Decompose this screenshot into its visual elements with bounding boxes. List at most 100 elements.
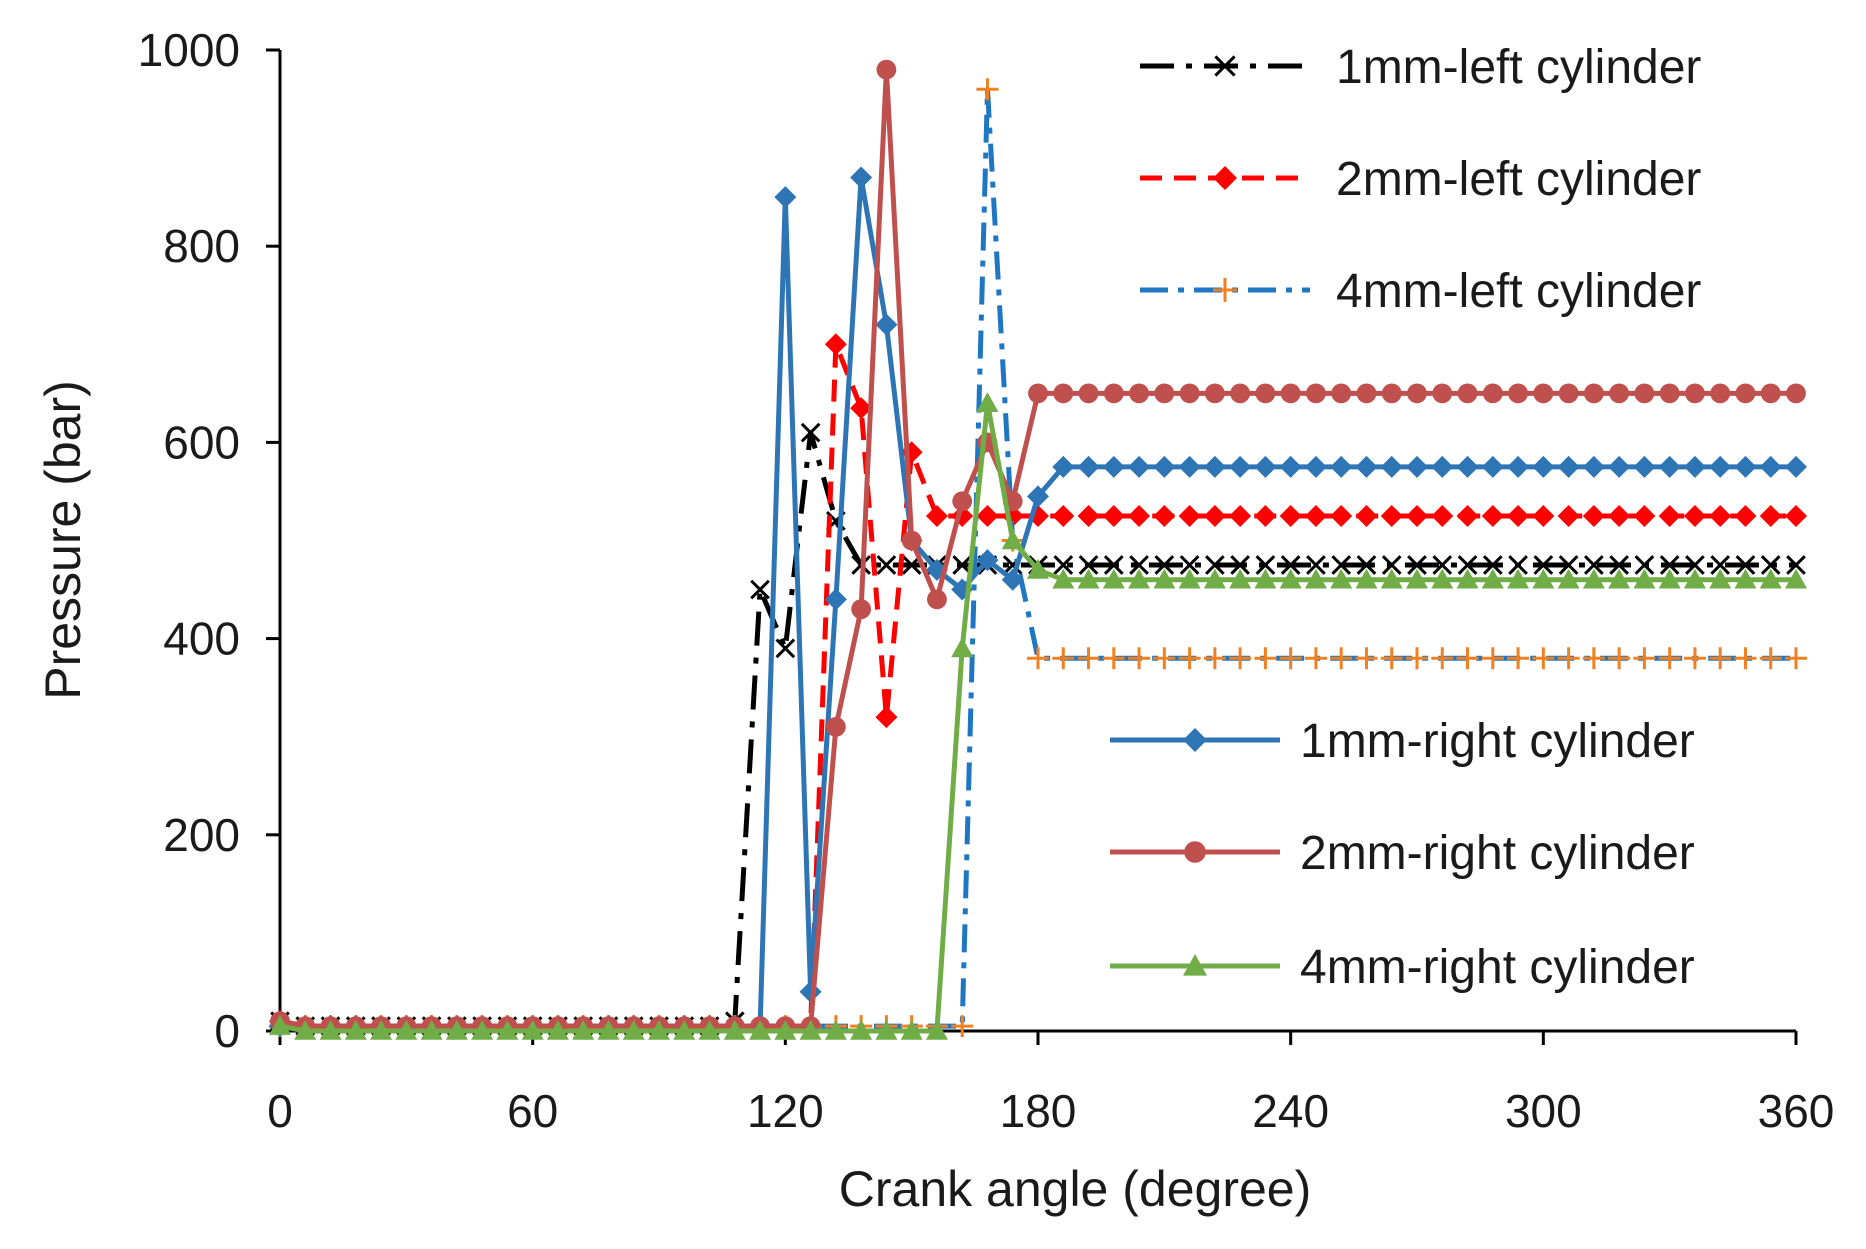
4mm-right-cylinder-point xyxy=(1027,558,1049,579)
legend-label: 1mm-right cylinder xyxy=(1300,715,1695,768)
1mm-left-cylinder-point xyxy=(775,638,796,659)
1mm-right-cylinder-point xyxy=(1709,455,1732,478)
2mm-left-cylinder-point xyxy=(824,333,847,356)
2mm-right-cylinder-point xyxy=(1609,383,1630,404)
1mm-right-cylinder-point xyxy=(1128,455,1151,478)
1mm-left-cylinder-point xyxy=(1533,555,1554,575)
1mm-right-cylinder-point xyxy=(1532,455,1555,478)
2mm-right-cylinder-point xyxy=(1129,383,1149,404)
4mm-right-cylinder-point xyxy=(723,1020,746,1040)
1mm-left-cylinder-point xyxy=(1255,555,1276,575)
4mm-left-cylinder-point xyxy=(1456,647,1479,670)
4mm-right-cylinder-point xyxy=(471,1020,494,1040)
4mm-left-cylinder-point xyxy=(1658,647,1681,670)
x-ticks: 0 60 120 180 240 300 360 xyxy=(267,1031,1834,1137)
4mm-left-cylinder-point xyxy=(1229,647,1252,670)
2mm-left-cylinder-point xyxy=(1052,504,1075,527)
4mm-right-cylinder-point xyxy=(1608,568,1631,589)
4mm-left-cylinder-point xyxy=(1431,647,1454,670)
1mm-left-cylinder-point xyxy=(1331,555,1352,575)
series-4mm-right-cylinder xyxy=(269,392,1807,1040)
2mm-right-cylinder-point xyxy=(1103,383,1124,404)
4mm-right-cylinder-point xyxy=(597,1020,620,1040)
2mm-left-cylinder-point xyxy=(1102,504,1125,527)
2mm-left-cylinder-point xyxy=(1355,504,1378,527)
4mm-left-cylinder-point xyxy=(1027,647,1049,670)
2mm-left-cylinder-point xyxy=(1128,504,1151,527)
4mm-right-cylinder-point xyxy=(445,1020,468,1040)
1mm-right-cylinder-point xyxy=(1102,455,1125,478)
4mm-right-cylinder-point xyxy=(370,1020,393,1040)
2mm-left-cylinder-point xyxy=(850,397,873,420)
4mm-left-cylinder-point xyxy=(1759,647,1782,670)
4mm-right-cylinder-point xyxy=(698,1020,721,1040)
2mm-right-cylinder-point xyxy=(1078,383,1099,404)
y-ticks: 0 200 400 600 800 1000 xyxy=(138,24,280,1057)
legend-item-1mm-right-cylinder: 1mm-right cylinder xyxy=(1096,700,1802,780)
2mm-left-cylinder-point xyxy=(1785,504,1807,527)
1mm-right-cylinder-point xyxy=(1153,455,1176,478)
y-tick-label: 1000 xyxy=(138,24,240,76)
2mm-left-cylinder-point xyxy=(1734,504,1757,527)
1mm-left-cylinder-point xyxy=(1482,555,1503,575)
legend-item-4mm-right-cylinder: 4mm-right cylinder xyxy=(1096,926,1802,1006)
1mm-right-cylinder-point xyxy=(1734,455,1757,478)
4mm-right-cylinder-point xyxy=(749,1020,772,1040)
4mm-right-cylinder-point xyxy=(1406,568,1428,589)
2mm-left-cylinder-point xyxy=(1456,504,1479,527)
legend-label: 4mm-left cylinder xyxy=(1336,265,1701,318)
2mm-left-cylinder-point xyxy=(1304,504,1327,527)
4mm-right-cylinder-point xyxy=(1658,568,1681,589)
4mm-right-cylinder-point xyxy=(951,637,974,658)
4mm-right-cylinder-point xyxy=(546,1020,569,1040)
1mm-right-cylinder-point xyxy=(1406,455,1428,478)
x-tick-label: 60 xyxy=(507,1085,558,1137)
2mm-left-cylinder-point xyxy=(925,504,948,527)
1mm-left-cylinder-point xyxy=(800,422,821,443)
4mm-left-cylinder-point xyxy=(1633,647,1656,670)
1mm-left-cylinder-point xyxy=(1078,555,1099,575)
legend-label: 2mm-right cylinder xyxy=(1300,827,1695,880)
2mm-left-cylinder-point xyxy=(1608,504,1631,527)
4mm-right-cylinder-point xyxy=(799,1020,822,1040)
4mm-right-cylinder-point xyxy=(1785,568,1807,589)
4mm-left-cylinder-point xyxy=(1052,647,1075,670)
4mm-right-cylinder-point xyxy=(294,1020,317,1040)
4mm-right-cylinder-point xyxy=(1481,568,1504,589)
x-axis-title: Crank angle (degree) xyxy=(839,1161,1312,1217)
4mm-left-cylinder-point xyxy=(1304,647,1327,670)
4mm-right-cylinder-point xyxy=(1683,568,1706,589)
legend-label: 2mm-left cylinder xyxy=(1336,153,1701,206)
1mm-right-cylinder-point xyxy=(1557,455,1580,478)
4mm-right-cylinder-point xyxy=(521,1020,544,1040)
2mm-right-cylinder-point xyxy=(1735,383,1756,404)
1mm-left-cylinder-point xyxy=(1432,555,1453,575)
4mm-left-cylinder-point xyxy=(1683,647,1706,670)
4mm-right-cylinder-point xyxy=(1153,568,1176,589)
2mm-left-cylinder-point xyxy=(1557,504,1580,527)
legend: 1mm-left cylinder 2mm-left cylinder 4mm-le… xyxy=(1096,26,1811,1006)
legend-4mm-left-cylinder-point xyxy=(1213,278,1237,302)
2mm-left-cylinder-point xyxy=(1683,504,1706,527)
1mm-right-cylinder-point xyxy=(1785,455,1807,478)
4mm-right-cylinder-point xyxy=(1178,568,1201,589)
4mm-right-cylinder-point xyxy=(622,1020,645,1040)
legend-1mm-right-cylinder-point xyxy=(1183,728,1207,752)
4mm-left-cylinder-point xyxy=(1709,647,1732,670)
1mm-right-cylinder-point xyxy=(1254,455,1277,478)
legend-item-background xyxy=(1126,250,1811,330)
4mm-left-cylinder-point xyxy=(1557,647,1580,670)
1mm-right-cylinder-point xyxy=(774,186,797,209)
y-tick-label: 800 xyxy=(163,220,240,272)
legend-item-background xyxy=(1126,138,1811,218)
4mm-left-cylinder-point xyxy=(976,78,999,101)
1mm-left-cylinder-point xyxy=(1760,555,1781,575)
1mm-left-cylinder-point xyxy=(1306,555,1326,575)
4mm-left-cylinder-point xyxy=(1355,647,1378,670)
2mm-right-cylinder-point xyxy=(1583,383,1604,404)
4mm-left-cylinder-point xyxy=(1128,647,1151,670)
4mm-right-cylinder-point xyxy=(850,1020,873,1040)
y-tick-label: 600 xyxy=(163,416,240,468)
4mm-right-cylinder-point xyxy=(1102,568,1125,589)
x-tick-label: 360 xyxy=(1758,1085,1835,1137)
